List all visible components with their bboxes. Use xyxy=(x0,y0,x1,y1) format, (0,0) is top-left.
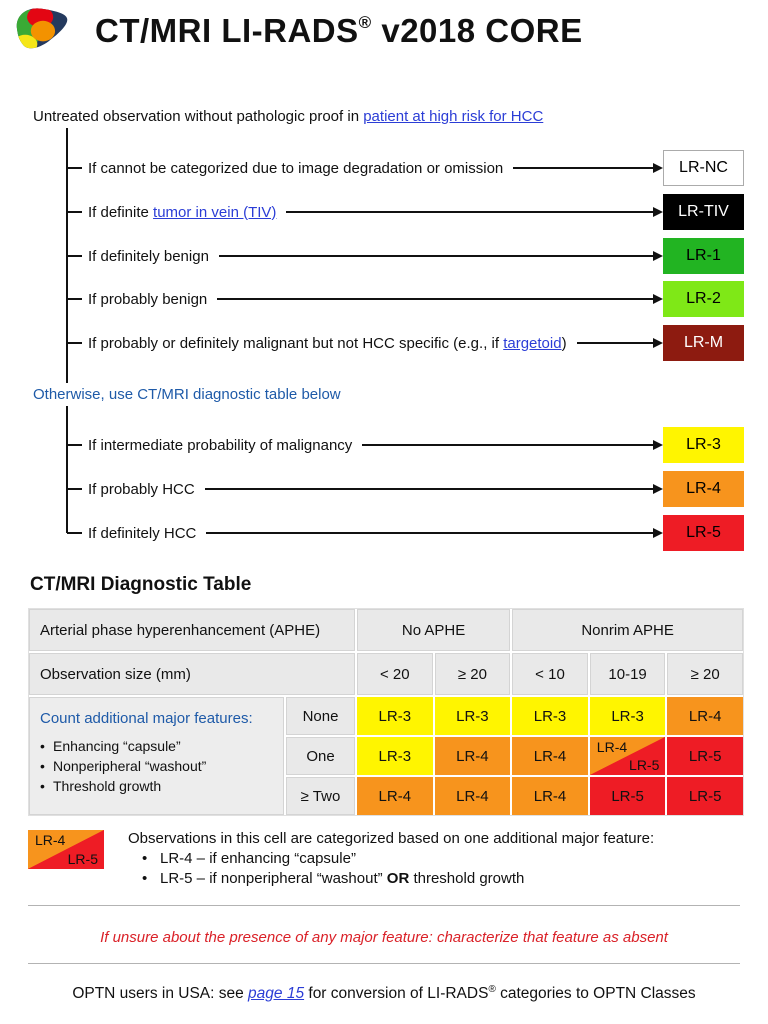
table-cell: LR-3 xyxy=(357,737,433,775)
arrow-line xyxy=(513,163,663,173)
branch-line xyxy=(67,342,82,344)
table-cell: LR-3 xyxy=(589,697,666,735)
table-cell: LR-5 xyxy=(589,777,666,815)
arrow-line xyxy=(217,294,663,304)
registered-mark: ® xyxy=(488,984,496,995)
size-col-header: < 20 xyxy=(357,653,433,695)
legend-item: • LR-5 – if nonperipheral “washout” OR th… xyxy=(142,870,525,887)
size-col-header: 10-19 xyxy=(589,653,666,695)
li-rads-liver-logo-icon xyxy=(16,8,68,49)
table-cell: LR-3 xyxy=(434,697,511,735)
flow-branch-lr-2: If probably benign LR-2 xyxy=(67,281,744,317)
link-high-risk-hcc[interactable]: patient at high risk for HCC xyxy=(363,108,544,125)
branch-line xyxy=(67,298,82,300)
category-box-lr-3: LR-3 xyxy=(663,427,744,463)
table-header-aphe: Arterial phase hyperenhancement (APHE) xyxy=(29,609,355,651)
link-page-15[interactable]: page 15 xyxy=(248,985,305,1003)
otherwise-note: Otherwise, use CT/MRI diagnostic table b… xyxy=(33,383,351,406)
arrow-line xyxy=(206,528,663,538)
divider-line xyxy=(28,963,740,964)
table-cell: LR-4 xyxy=(357,777,433,815)
link-tumor-in-vein[interactable]: tumor in vein (TIV) xyxy=(153,203,277,221)
category-box-lr-4: LR-4 xyxy=(663,471,744,507)
table-cell: LR-4 xyxy=(512,777,588,815)
table-cell: LR-4 xyxy=(667,697,743,735)
flowchart-trunk-line xyxy=(66,128,68,533)
table-header-size: Observation size (mm) xyxy=(29,653,355,695)
table-header-no-aphe: No APHE xyxy=(357,609,511,651)
diagnostic-table-heading: CT/MRI Diagnostic Table xyxy=(30,574,252,595)
registered-mark: ® xyxy=(358,13,372,32)
row-label-one: One xyxy=(286,737,355,775)
major-feature-item: • Threshold growth xyxy=(40,778,162,794)
major-features-heading: Count additional major features: xyxy=(40,710,253,727)
category-box-lr-m: LR-M xyxy=(663,325,744,361)
legend-item: • LR-4 – if enhancing “capsule” xyxy=(142,850,356,867)
bullet-icon: • xyxy=(142,850,148,867)
legend-split-swatch: LR-4 LR-5 xyxy=(28,830,104,869)
table-cell-split-lr4-lr5: LR-4 LR-5 xyxy=(589,737,666,775)
table-cell: LR-5 xyxy=(667,737,743,775)
divider-line xyxy=(28,905,740,906)
flow-branch-lr-4: If probably HCC LR-4 xyxy=(67,471,744,507)
flow-branch-lr-m: If probably or definitely malignant but … xyxy=(67,325,744,361)
arrow-line xyxy=(204,484,664,494)
arrow-line xyxy=(362,440,663,450)
diagnostic-table: Arterial phase hyperenhancement (APHE) N… xyxy=(28,608,744,816)
major-feature-item: • Enhancing “capsule” xyxy=(40,738,181,754)
bullet-icon: • xyxy=(40,738,45,754)
flow-branch-lr-5: If definitely HCC LR-5 xyxy=(67,515,744,551)
split-cell-lr5-label: LR-5 xyxy=(629,757,660,773)
size-col-header: < 10 xyxy=(512,653,588,695)
major-features-cell: Count additional major features: • Enhanc… xyxy=(29,697,284,815)
link-targetoid[interactable]: targetoid xyxy=(503,334,562,352)
split-cell-lr4-label: LR-4 xyxy=(596,739,628,755)
legend-text: Observations in this cell are categorize… xyxy=(128,829,654,889)
branch-line xyxy=(67,532,82,534)
unsure-feature-note: If unsure about the presence of any majo… xyxy=(100,929,668,946)
table-cell: LR-4 xyxy=(434,737,511,775)
bullet-icon: • xyxy=(40,758,45,774)
category-box-lr-nc: LR-NC xyxy=(663,150,744,186)
flow-branch-lr-tiv: If definite tumor in vein (TIV) LR-TIV xyxy=(67,194,744,230)
table-cell: LR-3 xyxy=(512,697,588,735)
legend-lr5-label: LR-5 xyxy=(67,851,98,867)
branch-line xyxy=(67,167,82,169)
table-cell: LR-3 xyxy=(357,697,433,735)
table-header-nonrim-aphe: Nonrim APHE xyxy=(512,609,743,651)
branch-line xyxy=(67,444,82,446)
bullet-icon: • xyxy=(142,870,148,887)
row-label-none: None xyxy=(286,697,355,735)
table-cell: LR-4 xyxy=(434,777,511,815)
row-label-two-or-more: ≥ Two xyxy=(286,777,355,815)
table-cell: LR-5 xyxy=(667,777,743,815)
branch-line xyxy=(67,488,82,490)
legend-intro: Observations in this cell are categorize… xyxy=(128,830,655,847)
legend-lr4-label: LR-4 xyxy=(35,832,66,848)
optn-footer: OPTN users in USA: see page 15 for conve… xyxy=(72,984,696,1003)
category-box-lr-2: LR-2 xyxy=(663,281,744,317)
category-box-lr-tiv: LR-TIV xyxy=(663,194,744,230)
table-cell: LR-4 xyxy=(512,737,588,775)
flow-branch-lr-nc: If cannot be categorized due to image de… xyxy=(67,150,744,186)
arrow-line xyxy=(218,251,664,261)
bullet-icon: • xyxy=(40,778,45,794)
branch-line xyxy=(67,211,82,213)
page-title: CT/MRI LI-RADS® v2018 CORE xyxy=(95,12,583,49)
major-feature-item: • Nonperipheral “washout” xyxy=(40,758,207,774)
category-box-lr-1: LR-1 xyxy=(663,238,744,274)
size-col-header: ≥ 20 xyxy=(667,653,743,695)
arrow-line xyxy=(576,338,664,348)
flow-branch-lr-1: If definitely benign LR-1 xyxy=(67,238,744,274)
category-box-lr-5: LR-5 xyxy=(663,515,744,551)
size-col-header: ≥ 20 xyxy=(434,653,511,695)
branch-line xyxy=(67,255,82,257)
intro-line: Untreated observation without pathologic… xyxy=(33,108,544,125)
arrow-line xyxy=(286,207,663,217)
flow-branch-lr-3: If intermediate probability of malignanc… xyxy=(67,427,744,463)
